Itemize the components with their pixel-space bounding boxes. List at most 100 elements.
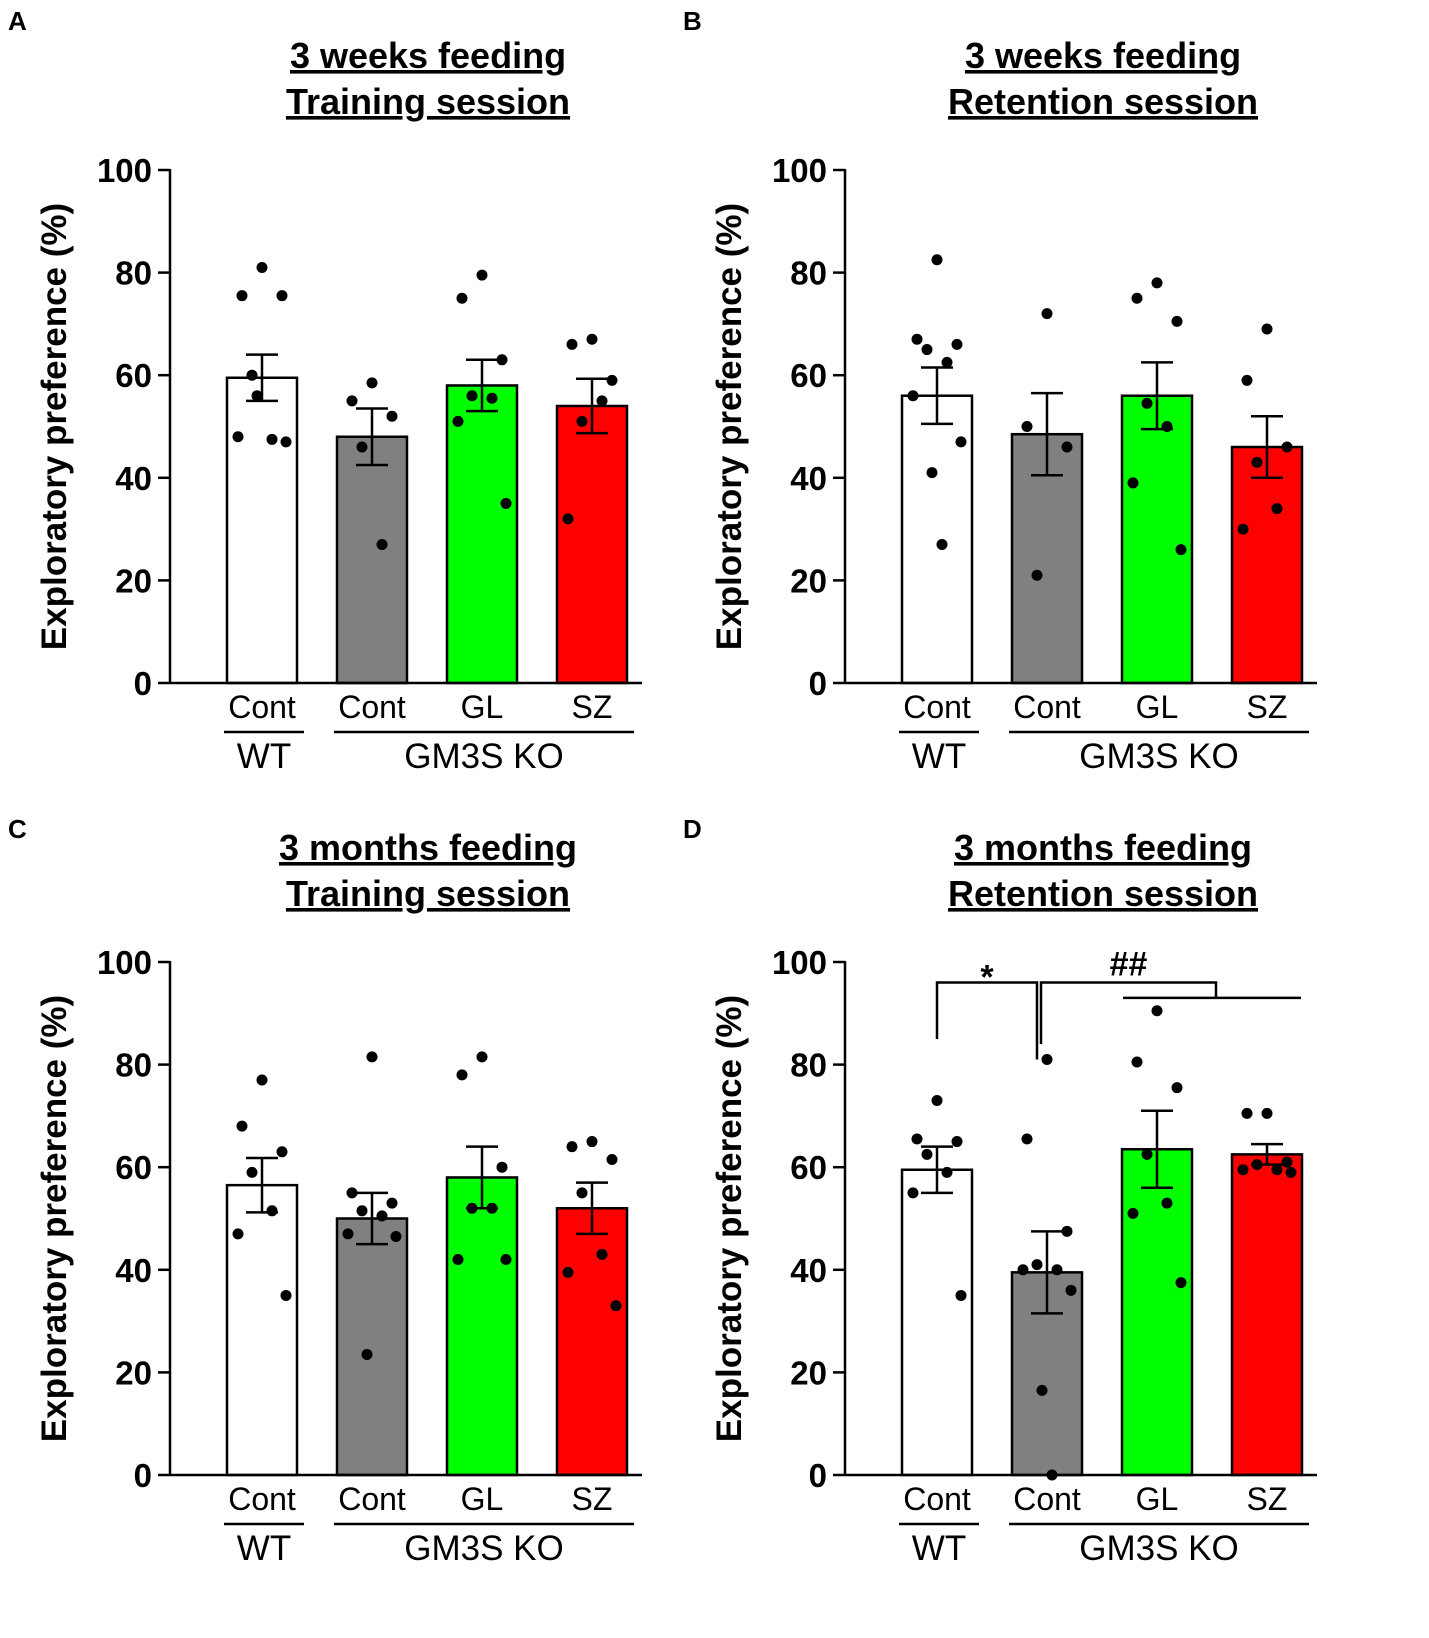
- data-point: [1131, 292, 1143, 304]
- panel-label: C: [8, 814, 27, 844]
- data-point: [232, 1228, 244, 1240]
- significance-bracket-star: [935, 981, 1039, 1060]
- data-point: [1141, 1148, 1153, 1160]
- data-point: [1281, 1156, 1293, 1168]
- error-bar-1: [921, 1145, 953, 1195]
- data-point: [1046, 1469, 1058, 1481]
- data-point: [1031, 569, 1043, 581]
- group-label-1: WT: [237, 1529, 291, 1568]
- data-point: [280, 436, 292, 448]
- y-tick-label-60: 60: [115, 1149, 152, 1186]
- y-tick-label-40: 40: [790, 1252, 827, 1289]
- data-point: [911, 1133, 923, 1145]
- data-point: [452, 1254, 464, 1266]
- chart-panel-a: A 3 weeks feeding Training session Explorat…: [8, 6, 642, 776]
- data-point: [1281, 441, 1293, 453]
- data-point: [907, 1187, 919, 1199]
- data-point: [936, 538, 948, 550]
- data-point: [586, 333, 598, 345]
- chart-title-line-1: 3 weeks feeding: [290, 35, 566, 76]
- chart-title-line-1: 3 months feeding: [954, 827, 1252, 868]
- group-label-2: GM3S KO: [1079, 737, 1238, 776]
- error-bar-1: [246, 353, 278, 403]
- data-point: [562, 1266, 574, 1278]
- data-point: [955, 436, 967, 448]
- y-tick-label-0: 0: [134, 665, 152, 702]
- error-bar-4: [1251, 414, 1283, 480]
- y-tick-label-100: 100: [97, 944, 152, 981]
- group-label-2: GM3S KO: [1079, 1529, 1238, 1568]
- significance-label-hash: ##: [1110, 946, 1148, 984]
- data-point: [452, 415, 464, 427]
- data-point: [926, 467, 938, 479]
- bar-2: [335, 435, 409, 685]
- data-point: [342, 1228, 354, 1240]
- data-point: [931, 1095, 943, 1107]
- data-point: [266, 433, 278, 445]
- data-point: [496, 1161, 508, 1173]
- data-point: [1261, 323, 1273, 335]
- x-category-label-2: Cont: [338, 689, 406, 725]
- data-point: [586, 1136, 598, 1148]
- data-point: [1251, 456, 1263, 468]
- data-point: [246, 369, 258, 381]
- data-point: [1021, 421, 1033, 432]
- data-point: [576, 1187, 588, 1199]
- panel-label: D: [683, 814, 702, 844]
- bar-1: [900, 1168, 974, 1477]
- data-point: [1021, 1133, 1033, 1145]
- data-point: [1171, 1082, 1183, 1094]
- x-category-label-1: Cont: [228, 689, 296, 725]
- error-bar-4: [576, 377, 608, 435]
- data-point: [376, 1210, 388, 1222]
- x-category-label-2: Cont: [1013, 689, 1081, 725]
- data-point: [1065, 1284, 1077, 1296]
- data-point: [1271, 503, 1283, 515]
- chart-panel-d: D 3 months feeding Retention session Explor…: [683, 814, 1317, 1568]
- x-category-label-4: SZ: [1247, 1481, 1288, 1517]
- data-point: [1237, 1164, 1249, 1176]
- y-tick-label-20: 20: [790, 562, 827, 599]
- y-tick-label-0: 0: [809, 1457, 827, 1494]
- x-category-label-2: Cont: [338, 1481, 406, 1517]
- data-point: [1241, 374, 1253, 386]
- data-point: [346, 395, 358, 407]
- x-category-label-1: Cont: [903, 1481, 971, 1517]
- group-label-1: WT: [912, 1529, 966, 1568]
- significance-bracket-hash: [1039, 981, 1301, 1045]
- bar-3: [445, 384, 519, 685]
- chart-title-line-2: Retention session: [948, 873, 1258, 914]
- x-category-label-1: Cont: [903, 689, 971, 725]
- significance-label-star: *: [980, 959, 994, 997]
- y-tick-label-80: 80: [790, 255, 827, 292]
- data-point: [232, 431, 244, 443]
- data-point: [276, 1146, 288, 1158]
- data-point: [500, 497, 512, 509]
- data-point: [386, 1197, 398, 1209]
- data-point: [1127, 477, 1139, 489]
- chart-panel-c: C 3 months feeding Training session Explora…: [8, 814, 642, 1568]
- data-point: [476, 269, 488, 281]
- data-point: [356, 1205, 368, 1217]
- error-bar-2: [1031, 391, 1063, 477]
- data-point: [1251, 1159, 1263, 1171]
- data-point: [1041, 308, 1053, 320]
- data-point: [496, 354, 508, 366]
- data-point: [276, 290, 288, 302]
- y-tick-label-100: 100: [772, 152, 827, 189]
- data-point: [931, 254, 943, 266]
- data-point: [1017, 1264, 1029, 1276]
- y-tick-label-40: 40: [790, 460, 827, 497]
- data-point: [280, 1289, 292, 1301]
- x-category-label-1: Cont: [228, 1481, 296, 1517]
- data-point: [266, 1205, 278, 1217]
- chart-title-line-2: Training session: [286, 873, 570, 914]
- data-point: [1241, 1107, 1253, 1119]
- group-label-1: WT: [237, 737, 291, 776]
- data-point: [346, 1187, 358, 1199]
- y-tick-label-80: 80: [115, 1047, 152, 1084]
- group-label-1: WT: [912, 737, 966, 776]
- data-point: [1151, 277, 1163, 289]
- y-axis-label: Exploratory preference (%): [35, 203, 74, 650]
- data-point: [606, 374, 618, 386]
